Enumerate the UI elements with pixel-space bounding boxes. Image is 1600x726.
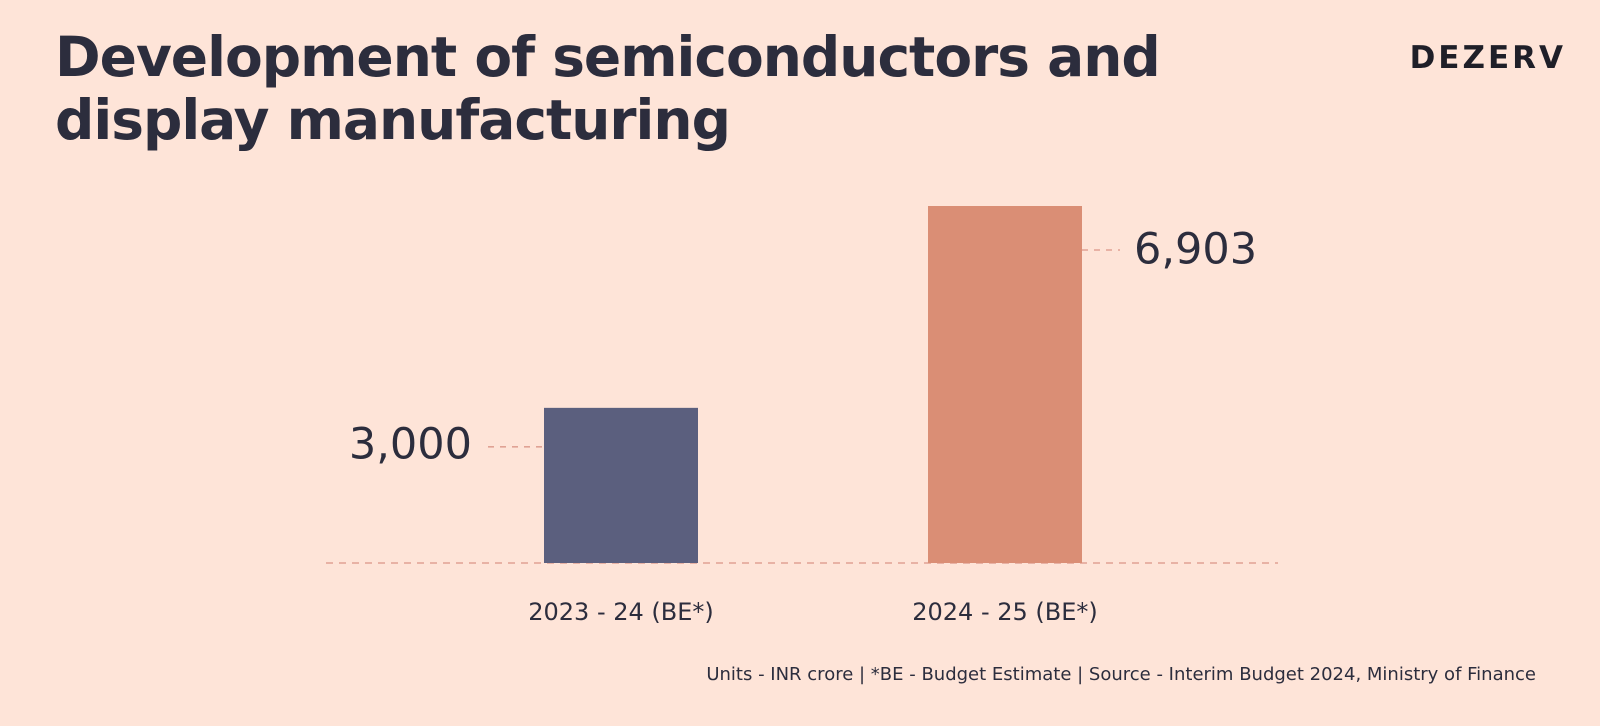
value-label-1: 3,000: [349, 419, 472, 469]
bar-2: [928, 206, 1082, 563]
chart-title: Development of semiconductors and displa…: [55, 26, 1235, 152]
value-label-2: 6,903: [1134, 225, 1257, 275]
category-label-1: 2023 - 24 (BE*): [528, 598, 714, 626]
bar-1: [544, 407, 698, 563]
source-footnote: Units - INR crore | *BE - Budget Estimat…: [706, 664, 1536, 685]
category-label-2: 2024 - 25 (BE*): [912, 598, 1098, 626]
dezerv-logo: DEZERV: [1409, 40, 1566, 76]
chart-title-line-2: display manufacturing: [55, 88, 731, 152]
chart-title-line-1: Development of semiconductors and: [55, 25, 1161, 89]
